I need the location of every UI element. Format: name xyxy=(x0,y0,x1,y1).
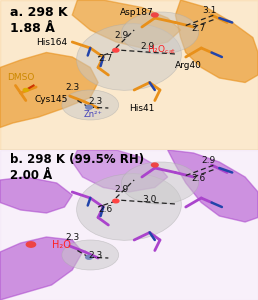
Text: H₂O: H₂O xyxy=(52,239,70,250)
Circle shape xyxy=(151,163,158,167)
Polygon shape xyxy=(72,150,168,192)
Text: 2.9: 2.9 xyxy=(140,42,154,51)
Circle shape xyxy=(113,48,119,52)
Circle shape xyxy=(23,88,28,92)
Text: 2.7: 2.7 xyxy=(191,24,206,33)
Text: 2.7: 2.7 xyxy=(99,54,113,63)
Text: 2.6: 2.6 xyxy=(191,174,206,183)
Circle shape xyxy=(86,105,92,109)
Text: Asp187: Asp187 xyxy=(120,8,154,17)
Text: 2.3: 2.3 xyxy=(65,82,79,91)
Ellipse shape xyxy=(62,90,119,120)
Text: Cys145: Cys145 xyxy=(35,95,68,104)
Polygon shape xyxy=(0,0,258,150)
Polygon shape xyxy=(72,0,181,48)
Polygon shape xyxy=(175,0,258,82)
Text: His41: His41 xyxy=(129,104,155,113)
Circle shape xyxy=(86,255,92,259)
Text: 2.6: 2.6 xyxy=(99,206,113,214)
Circle shape xyxy=(26,242,36,247)
Ellipse shape xyxy=(62,240,119,270)
Text: 2.3: 2.3 xyxy=(88,98,103,106)
Text: b. 298 K (99.5% RH)
2.00 Å: b. 298 K (99.5% RH) 2.00 Å xyxy=(10,153,144,182)
Text: His164: His164 xyxy=(36,38,67,47)
Polygon shape xyxy=(168,150,258,222)
Text: 3.1: 3.1 xyxy=(202,6,216,15)
Circle shape xyxy=(113,199,119,203)
Ellipse shape xyxy=(77,24,181,90)
Polygon shape xyxy=(0,237,83,300)
Text: 2.3: 2.3 xyxy=(65,232,79,242)
Polygon shape xyxy=(0,177,72,213)
Ellipse shape xyxy=(121,12,199,54)
Text: Zn²⁺: Zn²⁺ xyxy=(83,110,102,119)
Ellipse shape xyxy=(121,162,199,204)
Polygon shape xyxy=(0,150,258,300)
Text: 2.9: 2.9 xyxy=(114,32,128,40)
Text: Arg40: Arg40 xyxy=(175,61,202,70)
Text: DMSO: DMSO xyxy=(7,73,34,82)
Circle shape xyxy=(151,13,158,17)
Text: 3.0: 3.0 xyxy=(142,195,157,204)
Text: 2.9: 2.9 xyxy=(114,184,128,194)
Text: 2.3: 2.3 xyxy=(88,250,103,260)
Ellipse shape xyxy=(77,174,181,240)
Text: 2.9: 2.9 xyxy=(202,156,216,165)
Text: H₂O$_\mathregular{cat}$: H₂O$_\mathregular{cat}$ xyxy=(147,44,176,56)
Text: a. 298 K
1.88 Å: a. 298 K 1.88 Å xyxy=(10,6,68,35)
Polygon shape xyxy=(0,52,98,128)
